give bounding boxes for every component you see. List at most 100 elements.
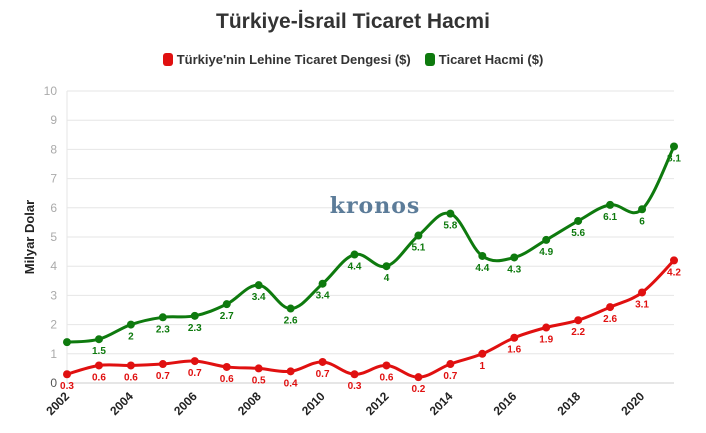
data-point-0: [350, 370, 359, 379]
x-tick-label: 2018: [554, 389, 583, 418]
data-label-0: 0.7: [156, 371, 170, 382]
data-point-0: [606, 303, 615, 312]
data-label-1: 4.9: [539, 247, 553, 258]
y-tick-label: 2: [50, 318, 57, 332]
data-point-1: [222, 300, 231, 309]
data-point-1: [606, 200, 615, 209]
y-tick-label: 3: [50, 288, 57, 302]
data-point-0: [670, 256, 678, 265]
data-point-1: [318, 279, 327, 288]
legend-swatch-balance: [162, 53, 173, 66]
data-label-1: 4.4: [348, 262, 362, 273]
data-point-0: [414, 373, 423, 382]
data-point-0: [286, 367, 295, 376]
data-point-0: [254, 364, 263, 373]
data-point-0: [382, 361, 391, 370]
data-label-1: 4.4: [475, 263, 489, 274]
data-label-0: 0.2: [411, 384, 425, 395]
data-label-1: 4: [384, 273, 390, 284]
data-label-1: 2.7: [220, 311, 234, 322]
data-label-0: 0.4: [284, 378, 298, 389]
legend-item-volume[interactable]: Ticaret Hacmi ($): [424, 52, 543, 67]
data-label-1: 4.3: [507, 264, 521, 275]
data-point-0: [94, 361, 103, 370]
data-label-0: 0.3: [348, 381, 362, 392]
data-point-1: [382, 262, 391, 271]
data-point-1: [94, 335, 103, 344]
y-tick-label: 9: [50, 113, 57, 127]
data-point-0: [446, 360, 455, 369]
y-tick-label: 8: [50, 142, 57, 156]
data-point-0: [574, 316, 583, 325]
legend-item-balance[interactable]: Türkiye'nin Lehine Ticaret Dengesi ($): [162, 52, 411, 67]
data-label-1: 6: [639, 216, 645, 227]
chart-title: Türkiye-İsrail Ticaret Hacmi: [216, 10, 490, 33]
data-point-1: [510, 253, 519, 262]
y-tick-label: 6: [50, 201, 57, 215]
legend-label-balance: Türkiye'nin Lehine Ticaret Dengesi ($): [176, 52, 411, 67]
data-label-0: 0.6: [220, 374, 234, 385]
data-label-1: 3.4: [252, 292, 266, 303]
data-label-1: 1.5: [92, 346, 106, 357]
data-label-0: 0.7: [188, 368, 202, 379]
data-label-0: 0.6: [380, 372, 394, 383]
data-label-0: 0.7: [443, 371, 457, 382]
x-tick-label: 2006: [171, 389, 200, 418]
data-point-1: [574, 216, 583, 225]
y-tick-label: 10: [44, 84, 58, 98]
y-tick-label: 0: [50, 376, 57, 390]
data-point-0: [638, 288, 647, 297]
data-label-0: 2.2: [571, 327, 585, 338]
x-tick-label: 2010: [299, 389, 328, 418]
data-point-0: [478, 349, 487, 358]
data-label-1: 6.1: [603, 212, 617, 223]
data-point-1: [190, 311, 199, 320]
data-point-0: [222, 362, 231, 371]
data-point-0: [63, 370, 71, 379]
data-point-1: [254, 281, 263, 290]
data-point-1: [638, 205, 647, 214]
data-point-0: [126, 361, 135, 370]
y-tick-label: 7: [50, 172, 57, 186]
watermark-logo: kronos: [330, 193, 421, 219]
y-tick-label: 4: [50, 259, 57, 273]
data-label-1: 5.1: [411, 243, 425, 254]
data-point-1: [63, 338, 71, 347]
data-label-0: 4.2: [667, 267, 681, 278]
data-label-0: 1.6: [507, 345, 521, 356]
data-point-1: [414, 231, 423, 240]
x-tick-label: 2012: [363, 389, 392, 418]
data-label-1: 3.4: [316, 291, 330, 302]
data-label-0: 1.9: [539, 335, 553, 346]
data-label-1: 2.3: [156, 324, 170, 335]
x-tick-label: 2020: [618, 389, 647, 418]
data-point-0: [510, 333, 519, 342]
data-label-0: 0.3: [60, 381, 74, 392]
data-label-0: 0.6: [92, 372, 106, 383]
x-tick-label: 2014: [427, 389, 456, 418]
data-point-0: [190, 357, 199, 366]
data-label-0: 0.5: [252, 375, 266, 386]
y-tick-label: 5: [50, 230, 57, 244]
legend: Türkiye'nin Lehine Ticaret Dengesi ($) T…: [0, 52, 706, 67]
data-point-1: [670, 142, 678, 151]
x-tick-label: 2002: [43, 389, 72, 418]
data-point-1: [126, 320, 135, 329]
x-tick-label: 2008: [235, 389, 264, 418]
data-label-0: 3.1: [635, 299, 649, 310]
data-label-0: 1: [480, 361, 486, 372]
data-point-0: [158, 360, 167, 369]
data-point-1: [286, 304, 295, 313]
x-tick-label: 2004: [107, 389, 136, 418]
x-tick-label: 2016: [491, 389, 520, 418]
data-point-1: [478, 251, 487, 260]
y-tick-label: 1: [50, 347, 57, 361]
data-label-1: 2: [128, 332, 134, 343]
data-point-1: [446, 209, 455, 218]
data-label-1: 5.8: [443, 221, 457, 232]
data-point-1: [350, 250, 359, 259]
data-point-1: [158, 313, 167, 322]
data-label-1: 8.1: [667, 153, 681, 164]
data-label-0: 0.6: [124, 372, 138, 383]
